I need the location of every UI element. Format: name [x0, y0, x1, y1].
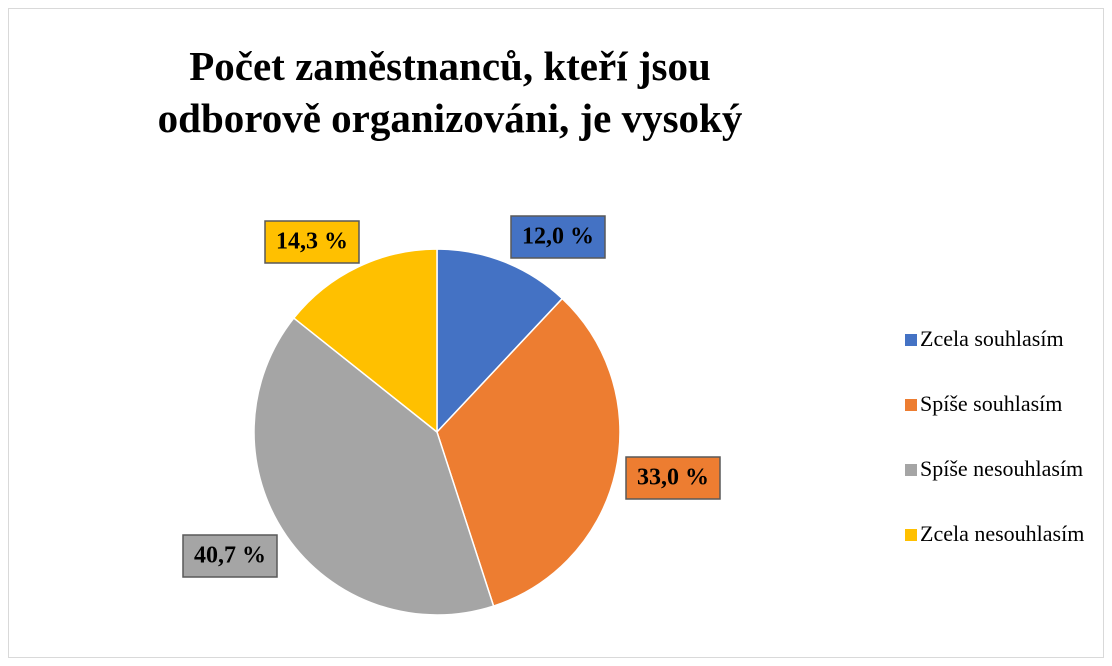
chart-title: Počet zaměstnanců, kteří jsou odborově o…: [157, 43, 743, 141]
pie-slice: [436, 297, 621, 607]
legend-label: Spíše souhlasím: [920, 391, 1062, 416]
pie-slice: [292, 248, 438, 434]
legend-label: Zcela souhlasím: [920, 326, 1064, 351]
legend-swatch: [905, 334, 917, 346]
pie-slice: [436, 248, 564, 434]
data-label: 33,0 %: [637, 465, 709, 491]
data-label-box: [625, 456, 721, 500]
legend-swatch: [905, 399, 917, 411]
legend-swatch: [905, 529, 917, 541]
data-label: 12,0 %: [522, 224, 594, 250]
pie-slice: [253, 316, 495, 616]
data-label: 40,7 %: [194, 543, 266, 569]
legend-label: Zcela nesouhlasím: [920, 521, 1084, 546]
data-label-box: [510, 215, 606, 259]
legend-swatch: [905, 464, 917, 476]
data-label-box: [264, 220, 360, 264]
legend-label: Spíše nesouhlasím: [920, 456, 1083, 481]
data-label-box: [182, 534, 278, 578]
data-label: 14,3 %: [276, 229, 348, 255]
